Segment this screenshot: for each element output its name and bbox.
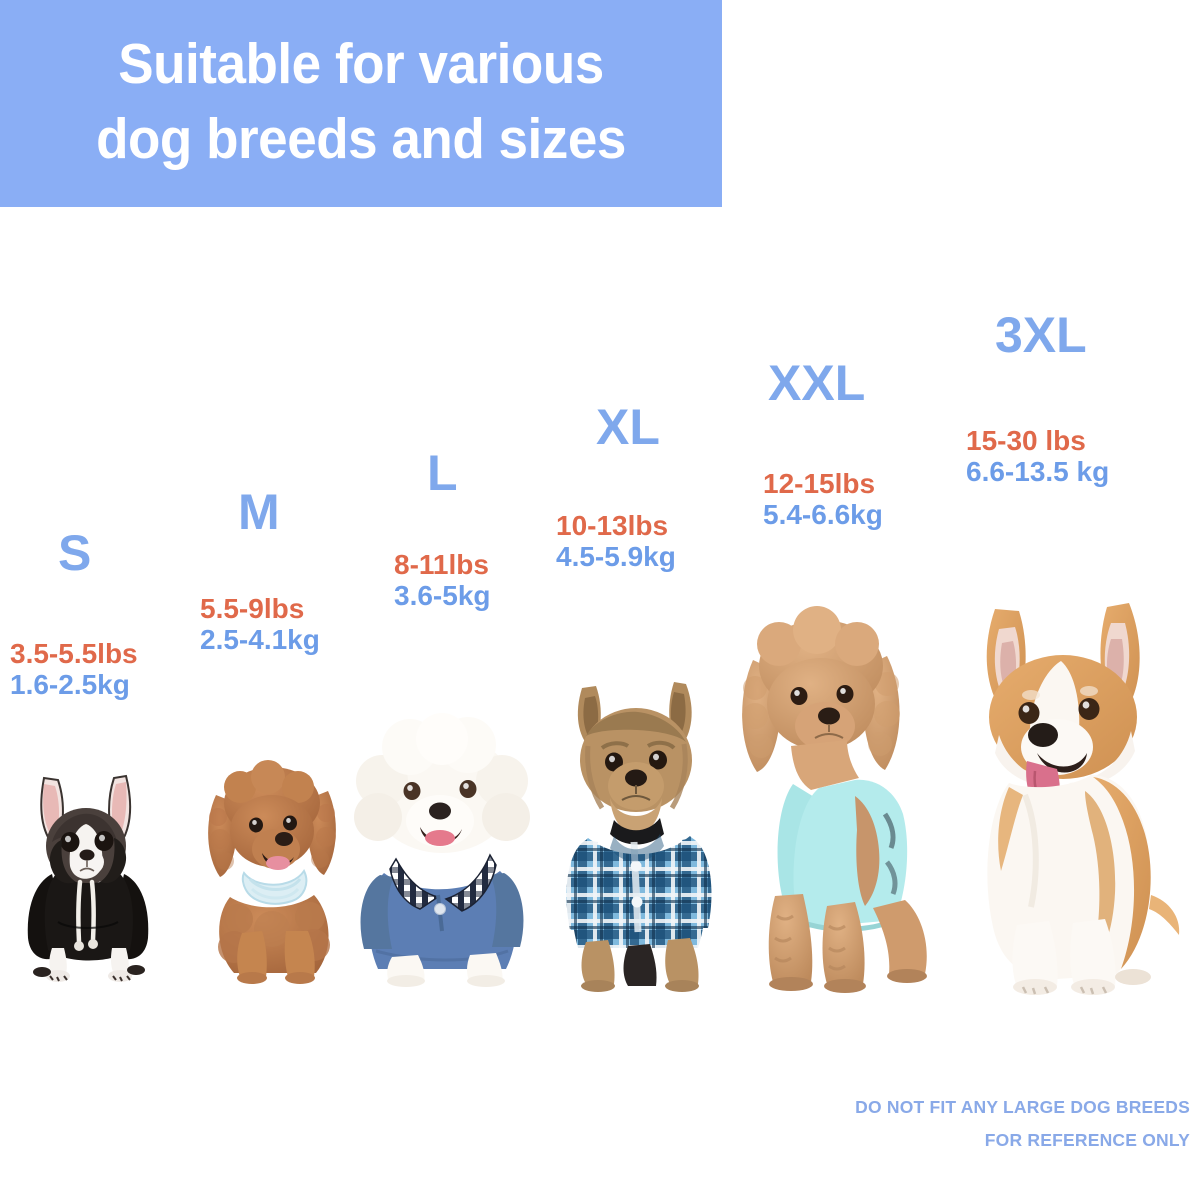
size-lbs-m: 5.5-9lbs: [200, 593, 305, 624]
size-lbs-3xl: 15-30 lbs: [966, 425, 1086, 456]
size-kg-l: 3.6-5kg: [394, 580, 491, 612]
size-lbs-xl: 10-13lbs: [556, 510, 669, 541]
size-letter-s: S: [58, 525, 92, 581]
size-weights-s: 3.5-5.5lbs 1.6-2.5kg: [10, 638, 138, 701]
size-lbs-xxl: 12-15lbs: [763, 468, 876, 499]
size-kg-xxl: 5.4-6.6kg: [763, 499, 883, 531]
dog-image-yorkshire-terrier: [552, 670, 730, 992]
size-letter-3xl: 3XL: [995, 307, 1087, 363]
dog-image-corgi: [965, 595, 1191, 995]
size-kg-s: 1.6-2.5kg: [10, 669, 130, 701]
size-letter-l: L: [427, 445, 458, 501]
size-weights-xxl: 12-15lbs 5.4-6.6kg: [763, 468, 883, 531]
header-banner: Suitable for various dog breeds and size…: [0, 0, 722, 207]
dog-image-bichon-frise: [350, 713, 540, 987]
footnote-disclaimer: DO NOT FIT ANY LARGE DOG BREEDS FOR REFE…: [855, 1091, 1190, 1156]
size-lbs-l: 8-11lbs: [394, 549, 489, 580]
dog-image-chihuahua: [8, 770, 168, 985]
dog-image-toy-poodle: [200, 747, 350, 984]
size-kg-xl: 4.5-5.9kg: [556, 541, 676, 573]
size-weights-3xl: 15-30 lbs 6.6-13.5 kg: [966, 425, 1109, 488]
size-letter-xxl: XXL: [768, 355, 866, 411]
banner-line-2: dog breeds and sizes: [96, 106, 626, 171]
dog-image-poodle-mint: [735, 600, 957, 993]
size-weights-l: 8-11lbs 3.6-5kg: [394, 549, 491, 612]
size-letter-m: M: [238, 484, 280, 540]
size-kg-3xl: 6.6-13.5 kg: [966, 456, 1110, 488]
banner-line-1: Suitable for various: [118, 32, 604, 97]
size-weights-m: 5.5-9lbs 2.5-4.1kg: [200, 593, 320, 656]
footnote-line-1: DO NOT FIT ANY LARGE DOG BREEDS: [855, 1097, 1190, 1118]
size-lbs-s: 3.5-5.5lbs: [10, 638, 138, 669]
size-weights-xl: 10-13lbs 4.5-5.9kg: [556, 510, 676, 573]
size-kg-m: 2.5-4.1kg: [200, 624, 320, 656]
size-letter-xl: XL: [596, 399, 660, 455]
footnote-line-2: FOR REFERENCE ONLY: [984, 1129, 1190, 1150]
